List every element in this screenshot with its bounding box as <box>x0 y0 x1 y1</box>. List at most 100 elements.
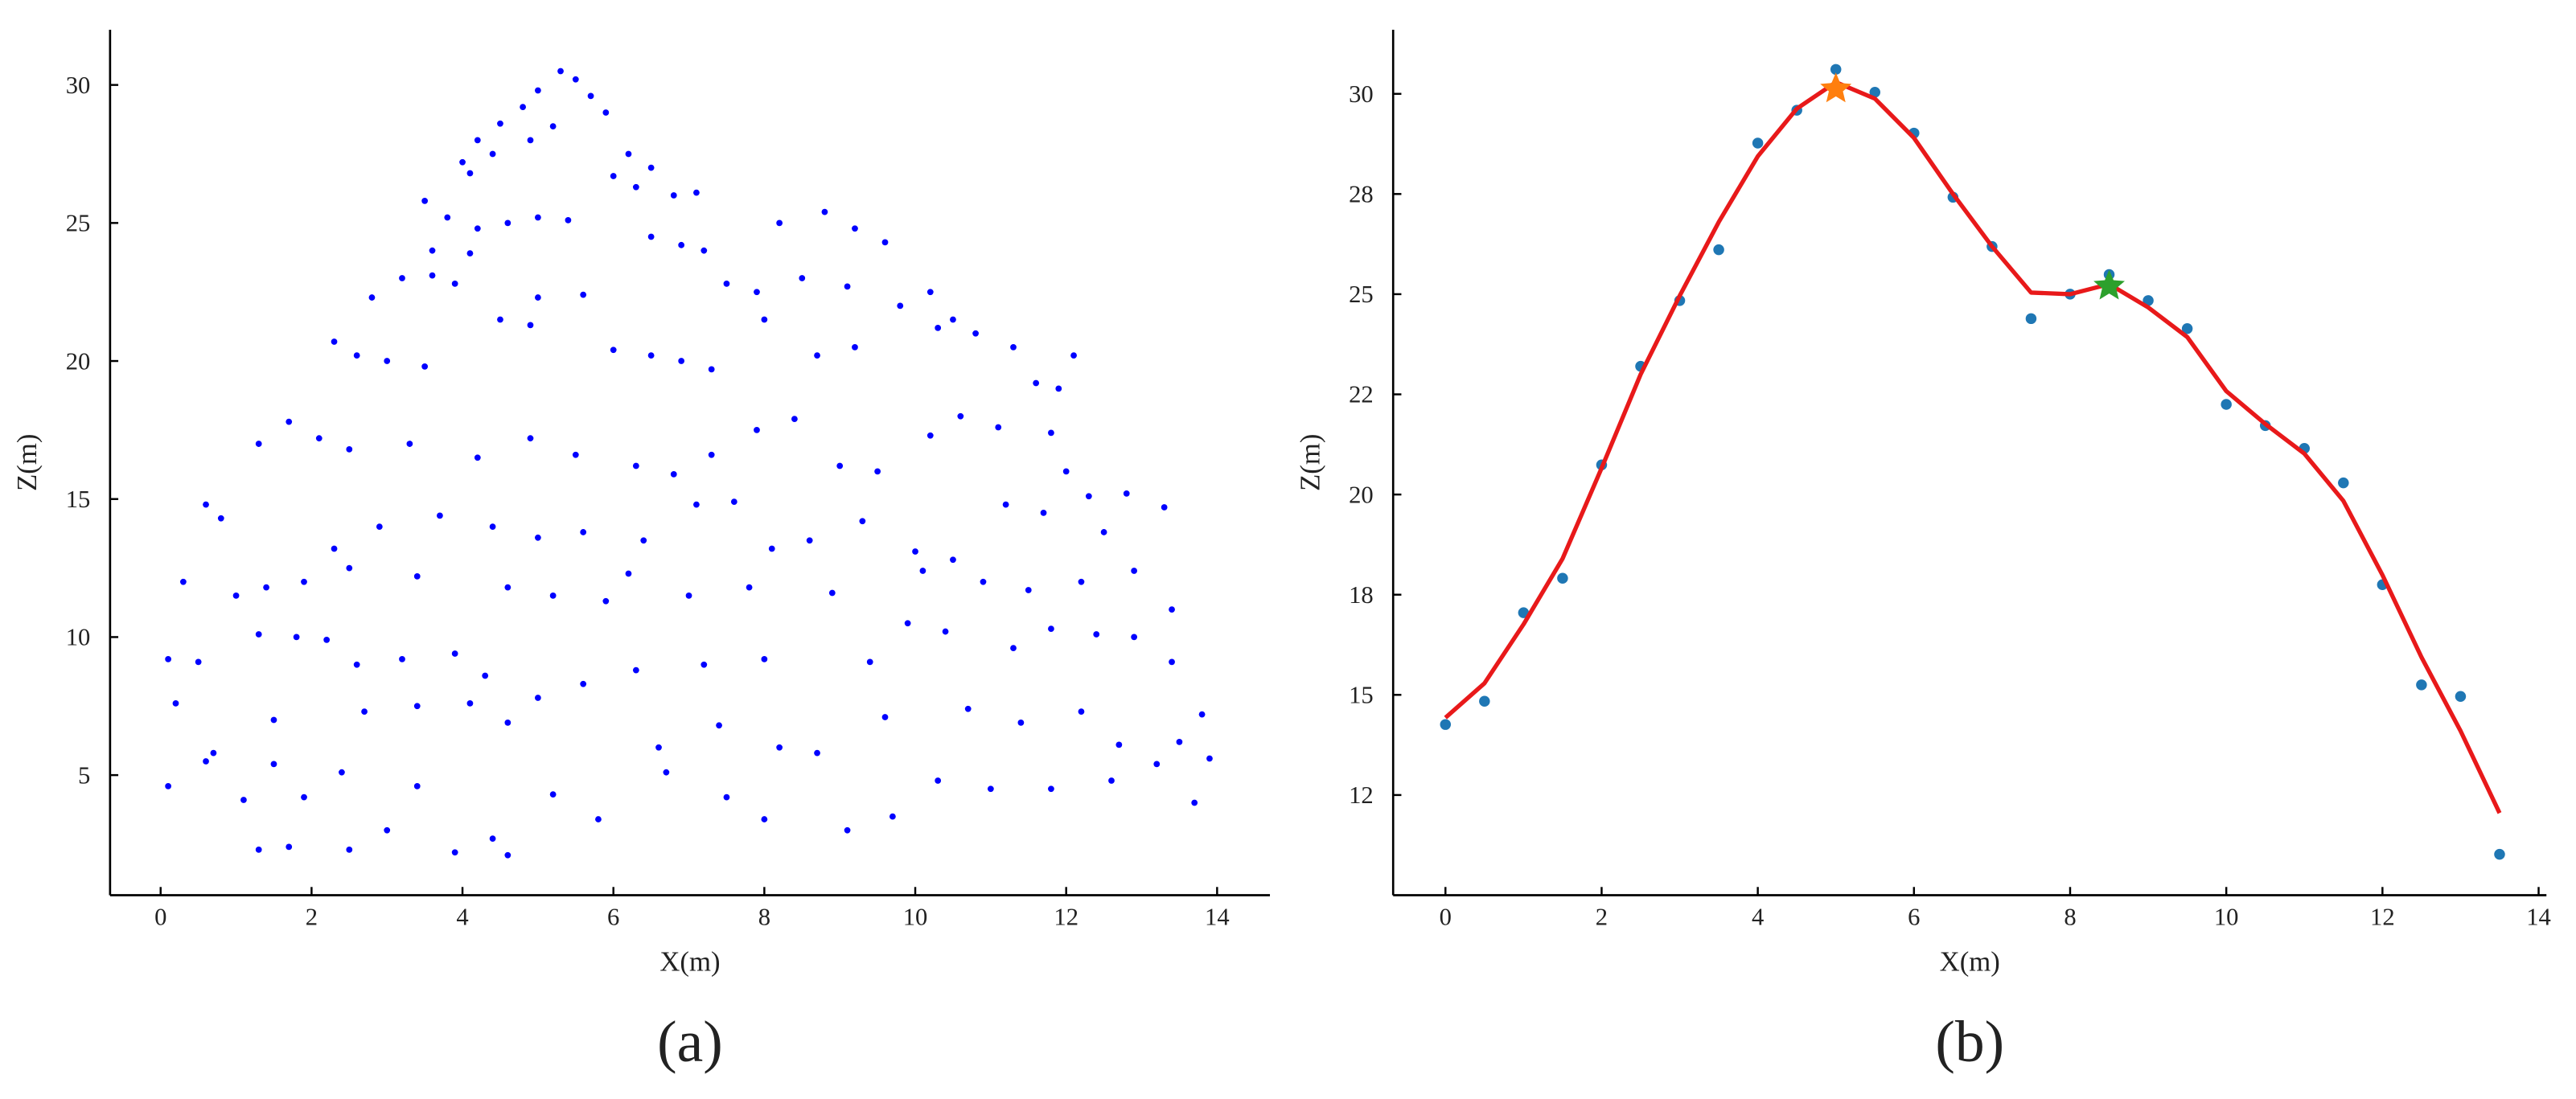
x-tick-label: 6 <box>1908 903 1920 930</box>
point <box>852 225 858 232</box>
point <box>165 782 171 789</box>
point <box>926 432 934 439</box>
point <box>655 744 662 751</box>
point <box>474 225 481 232</box>
point <box>2181 323 2193 334</box>
point <box>1100 529 1107 535</box>
point <box>504 584 512 591</box>
point <box>806 537 813 544</box>
point <box>716 722 722 729</box>
point <box>828 589 836 597</box>
star-marker <box>2093 269 2125 300</box>
point <box>2494 848 2505 860</box>
point <box>987 785 994 793</box>
point <box>1078 708 1085 716</box>
point <box>1062 468 1070 475</box>
x-tick-label: 12 <box>1054 903 1078 930</box>
point <box>315 435 323 442</box>
point <box>346 564 353 572</box>
point <box>413 573 421 580</box>
x-tick-label: 8 <box>758 903 770 930</box>
point <box>534 214 541 221</box>
point <box>926 289 934 296</box>
point <box>301 578 307 585</box>
point <box>889 813 896 820</box>
point <box>647 352 655 359</box>
point <box>859 518 866 525</box>
x-tick-label: 10 <box>2214 903 2239 930</box>
point <box>255 846 262 853</box>
x-tick-label: 0 <box>154 903 166 930</box>
point <box>685 593 692 599</box>
point <box>647 233 655 240</box>
point <box>504 219 512 227</box>
point <box>678 241 685 248</box>
point <box>1198 711 1206 718</box>
caption: (a) <box>657 1008 723 1074</box>
point <box>232 593 240 599</box>
point <box>746 584 753 591</box>
point <box>1002 501 1009 508</box>
point <box>1017 719 1025 726</box>
point <box>527 322 534 329</box>
point <box>1479 695 1490 707</box>
point <box>647 164 655 171</box>
point <box>466 170 474 177</box>
x-tick-label: 6 <box>607 903 619 930</box>
point <box>995 424 1002 431</box>
fit-line <box>1444 80 2502 814</box>
y-tick-label: 30 <box>66 72 91 99</box>
point <box>331 338 338 345</box>
point <box>980 578 987 585</box>
point <box>466 250 474 257</box>
point <box>534 87 541 94</box>
x-axis-label: X(m) <box>659 945 720 977</box>
point <box>474 454 481 461</box>
y-tick-label: 25 <box>1349 281 1374 308</box>
point <box>881 239 889 246</box>
point <box>700 247 708 254</box>
point <box>1040 510 1047 516</box>
y-tick-label: 18 <box>1349 581 1374 609</box>
x-tick-label: 2 <box>306 903 318 930</box>
point <box>625 150 632 158</box>
point <box>874 468 881 475</box>
y-tick-label: 28 <box>1349 181 1374 208</box>
point <box>451 849 458 856</box>
point <box>286 843 293 851</box>
point <box>489 835 496 842</box>
point <box>353 352 360 359</box>
point <box>497 120 503 127</box>
point <box>2143 295 2154 306</box>
point <box>429 272 436 279</box>
point <box>549 593 557 599</box>
point <box>761 316 768 323</box>
point <box>534 534 541 541</box>
point <box>421 363 429 370</box>
point <box>286 418 293 425</box>
point <box>730 498 737 506</box>
point <box>384 826 391 834</box>
x-tick-label: 10 <box>903 903 928 930</box>
point <box>2416 679 2427 691</box>
point <box>964 705 972 712</box>
point <box>587 92 594 100</box>
point <box>1010 343 1017 351</box>
point <box>361 708 368 716</box>
point <box>1048 625 1054 633</box>
point <box>203 758 209 765</box>
point <box>625 570 632 577</box>
point <box>270 761 277 768</box>
point <box>210 749 217 757</box>
point <box>1055 385 1062 392</box>
y-axis-label: Z(m) <box>11 434 43 491</box>
point <box>1176 739 1183 745</box>
x-tick-label: 12 <box>2370 903 2395 930</box>
y-tick-label: 10 <box>66 624 91 651</box>
point <box>2455 691 2467 703</box>
point <box>935 324 942 331</box>
caption: (b) <box>1935 1008 2004 1074</box>
point <box>632 462 639 470</box>
point <box>693 501 700 508</box>
